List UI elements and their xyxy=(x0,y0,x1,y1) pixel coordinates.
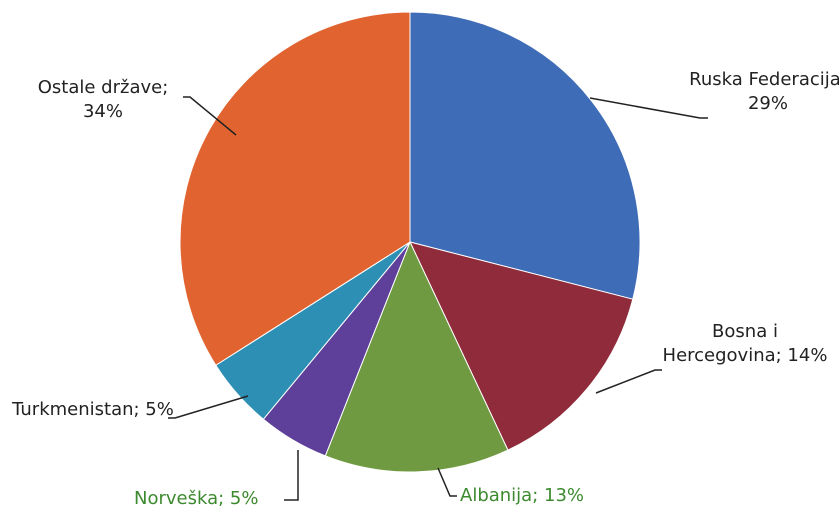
pie-slice xyxy=(324,240,509,473)
pie-slice xyxy=(409,241,634,451)
leader-line xyxy=(589,97,708,119)
leader-line xyxy=(183,96,237,136)
leader-line xyxy=(437,467,457,497)
pie-slice xyxy=(409,11,641,300)
leader-line xyxy=(168,395,249,419)
data-label: Ostale države; 34% xyxy=(37,77,169,122)
data-label: Bosna i Hercegovina; 14% xyxy=(662,321,828,366)
data-label: Turkmenistan; 5% xyxy=(12,399,174,420)
data-label: Norveška; 5% xyxy=(134,488,259,509)
data-label: Albanija; 13% xyxy=(460,485,585,506)
pie-slice xyxy=(179,11,411,366)
leader-line xyxy=(284,450,299,501)
data-label: Ruska Federacija; 29% xyxy=(689,69,839,114)
leader-line xyxy=(595,369,662,394)
